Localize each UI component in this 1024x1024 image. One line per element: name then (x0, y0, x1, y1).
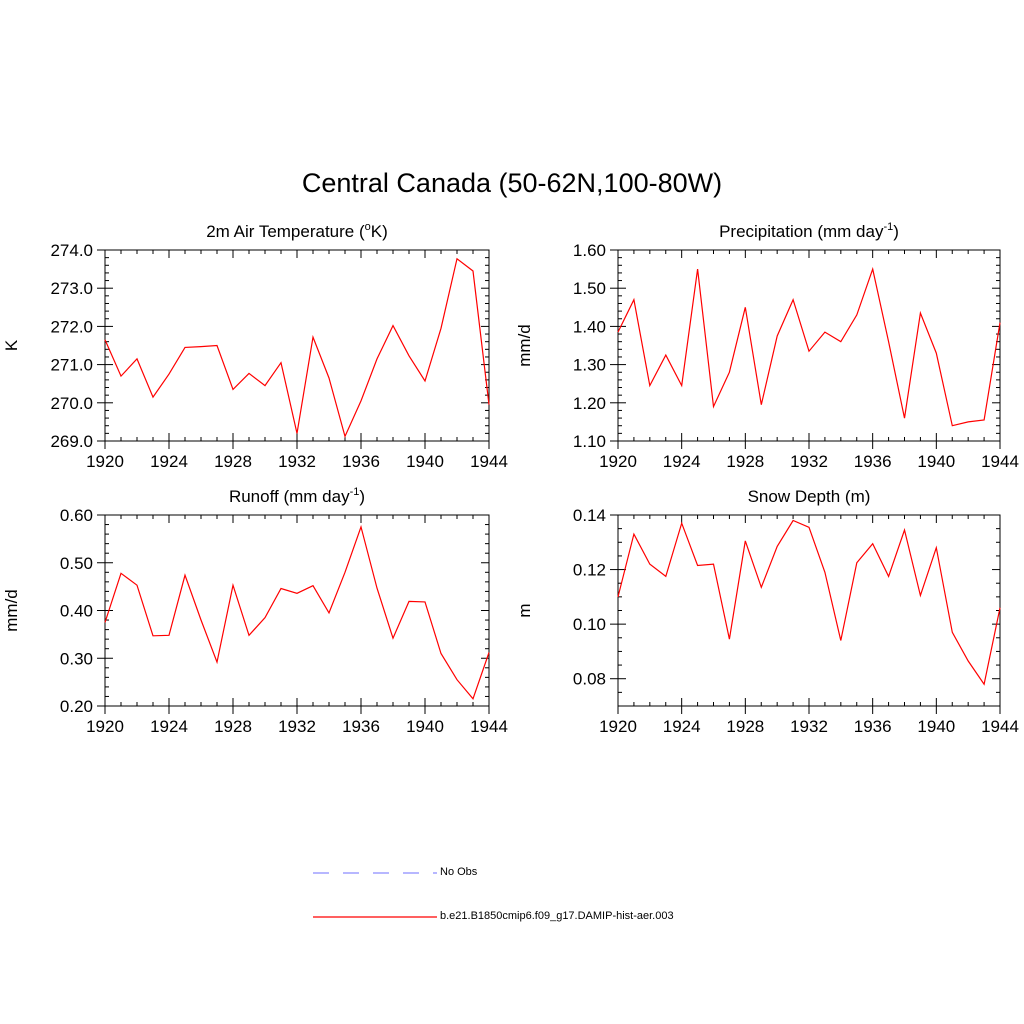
runoff-frame (104, 514, 490, 707)
runoff-y-tick-label: 0.30 (60, 649, 93, 668)
temperature-series-line (104, 257, 490, 439)
runoff-series-line (104, 524, 490, 700)
precipitation-y-axis-label: mm/d (515, 324, 534, 367)
temperature-y-tick-label: 270.0 (50, 394, 93, 413)
snow-depth-x-tick-label: 1936 (854, 717, 892, 736)
panel-snow-depth: 1920 1924 1928 1932 1936 1940 1944 0.08 0.10 0.12… (515, 487, 1019, 736)
runoff-y-tick-label: 0.20 (60, 697, 93, 716)
snow-depth-y-tick-label: 0.14 (573, 506, 606, 525)
snow-depth-y-tick-label: 0.08 (573, 670, 606, 689)
temperature-y-tick-label: 272.0 (50, 317, 93, 336)
snow-depth-series-line (617, 519, 1001, 686)
snow-depth-panel-title: Snow Depth (m) (748, 487, 871, 506)
runoff-x-tick-label: 1920 (86, 717, 124, 736)
panel-temperature: 1920 1924 1928 1932 1936 1940 1944 269.0 270.0 27… (2, 221, 508, 471)
snow-depth-y-tick-label: 0.10 (573, 615, 606, 634)
temperature-y-tick-label: 271.0 (50, 356, 93, 375)
precipitation-x-tick-label: 1940 (917, 452, 955, 471)
runoff-x-tick-label: 1924 (150, 717, 188, 736)
precipitation-y-tick-label: 1.20 (573, 394, 606, 413)
snow-depth-x-tick-label: 1924 (663, 717, 701, 736)
temperature-y-axis-label: K (2, 339, 21, 351)
temperature-frame (104, 249, 490, 442)
runoff-y-tick-label: 0.50 (60, 554, 93, 573)
precipitation-series-line (617, 266, 1001, 427)
temperature-x-tick-label: 1936 (342, 452, 380, 471)
runoff-panel-title: Runoff (mm day-1) (229, 486, 365, 506)
runoff-x-tick-label: 1928 (214, 717, 252, 736)
runoff-x-tick-label: 1936 (342, 717, 380, 736)
precipitation-x-tick-label: 1920 (599, 452, 637, 471)
temperature-x-tick-label: 1920 (86, 452, 124, 471)
panel-runoff: 1920 1924 1928 1932 1936 1940 1944 0.20 0.30 0.40… (2, 486, 508, 736)
runoff-x-tick-label: 1944 (470, 717, 508, 736)
precipitation-y-tick-label: 1.10 (573, 432, 606, 451)
snow-depth-y-tick-label: 0.12 (573, 561, 606, 580)
temperature-y-tick-label: 269.0 (50, 432, 93, 451)
figure-title: Central Canada (50-62N,100-80W) (301, 168, 723, 198)
temperature-x-tick-label: 1924 (150, 452, 188, 471)
temperature-y-tick-label: 274.0 (50, 241, 93, 260)
precipitation-y-tick-label: 1.50 (573, 279, 606, 298)
panel-precipitation: 1920 1924 1928 1932 1936 1940 1944 1.10 1.20 1.30… (515, 221, 1019, 471)
temperature-panel-title: 2m Air Temperature (oK) (206, 221, 388, 241)
precipitation-y-tick-label: 1.60 (573, 241, 606, 260)
precipitation-y-tick-label: 1.30 (573, 356, 606, 375)
precipitation-frame (617, 249, 1001, 442)
precipitation-y-tick-label: 1.40 (573, 317, 606, 336)
snow-depth-x-tick-label: 1932 (790, 717, 828, 736)
precipitation-panel-title: Precipitation (mm day-1) (719, 221, 899, 241)
precipitation-x-tick-label: 1928 (726, 452, 764, 471)
temperature-y-tick-label: 273.0 (50, 279, 93, 298)
snow-depth-y-axis-label: m (515, 603, 534, 617)
temperature-x-tick-label: 1928 (214, 452, 252, 471)
snow-depth-x-tick-label: 1940 (917, 717, 955, 736)
snow-depth-x-tick-label: 1920 (599, 717, 637, 736)
runoff-x-tick-label: 1932 (278, 717, 316, 736)
precipitation-x-tick-label: 1924 (663, 452, 701, 471)
temperature-x-tick-label: 1932 (278, 452, 316, 471)
runoff-x-tick-label: 1940 (406, 717, 444, 736)
temperature-x-tick-label: 1944 (470, 452, 508, 471)
precipitation-x-tick-label: 1944 (981, 452, 1019, 471)
runoff-y-tick-label: 0.60 (60, 506, 93, 525)
precipitation-x-tick-label: 1936 (854, 452, 892, 471)
temperature-x-tick-label: 1940 (406, 452, 444, 471)
snow-depth-x-tick-label: 1928 (726, 717, 764, 736)
runoff-y-tick-label: 0.40 (60, 602, 93, 621)
runoff-y-axis-label: mm/d (2, 589, 21, 632)
precipitation-x-tick-label: 1932 (790, 452, 828, 471)
snow-depth-x-tick-label: 1944 (981, 717, 1019, 736)
